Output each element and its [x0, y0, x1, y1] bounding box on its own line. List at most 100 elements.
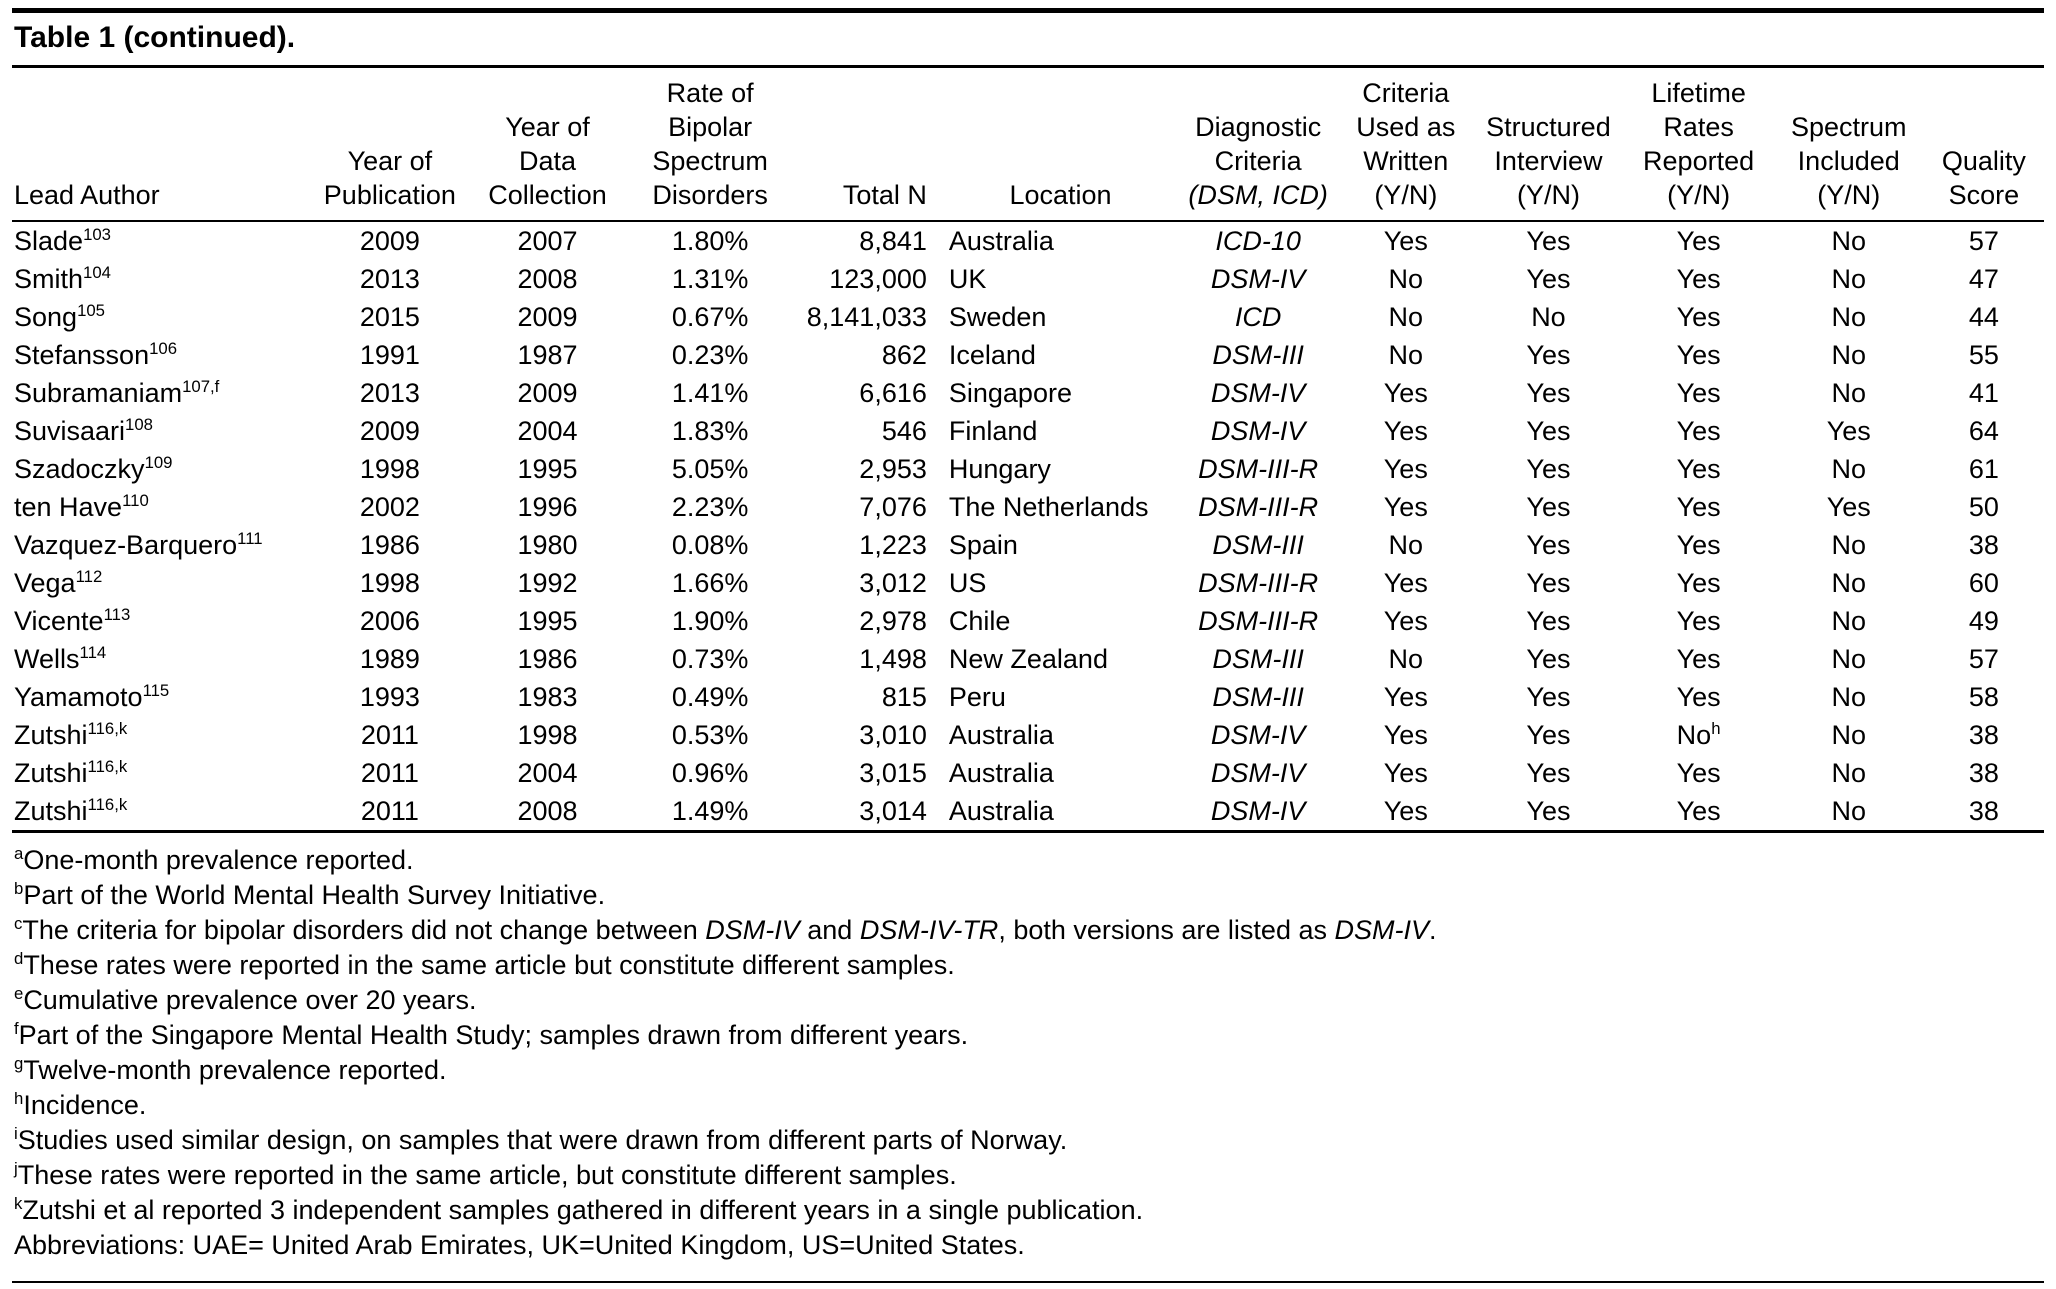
cell-spectrum-included: Yes	[1826, 492, 1871, 522]
cell-rate-of-bipolar-spectrum-disorders: 0.08%	[671, 530, 749, 560]
cell-diagnostic-criteria: ICD	[1234, 302, 1282, 332]
cell-diagnostic-criteria: DSM-III	[1212, 644, 1304, 674]
cell-criteria-used-as-written: No	[1388, 644, 1424, 674]
cell-year-of-data-collection: 2009	[517, 302, 578, 332]
col-header-year-of-data-collection: Year of Data Collection	[467, 68, 628, 222]
cell-total-n: 862	[881, 340, 927, 370]
cell-lifetime-rates-reported: Yes	[1676, 530, 1721, 560]
footnote-b: bPart of the World Mental Health Survey …	[14, 879, 606, 910]
cell-year-of-publication: 2011	[360, 720, 419, 750]
cell-structured-interview: Yes	[1526, 454, 1571, 484]
cell-rate-of-bipolar-spectrum-disorders: 0.96%	[671, 758, 749, 788]
footnotes: aOne-month prevalence reported. bPart of …	[12, 833, 2044, 1263]
cell-spectrum-included: No	[1831, 226, 1866, 256]
cell-rate-of-bipolar-spectrum-disorders: 1.83%	[671, 416, 749, 446]
col-header-rate-of-bipolar-spectrum-disorders: Rate of Bipolar Spectrum Disorders	[627, 68, 793, 222]
col-header-location: Location	[942, 68, 1179, 222]
cell-lifetime-rates-reported: Yes	[1676, 378, 1721, 408]
cell-lifetime-rates-reported: Yes	[1676, 340, 1721, 370]
cell-lifetime-rates-reported: Yes	[1676, 682, 1721, 712]
cell-lead-author: Subramaniam107,f	[14, 377, 220, 408]
cell-year-of-data-collection: 2004	[517, 758, 578, 788]
cell-location: Australia	[948, 226, 1054, 256]
table-title: Table 1 (continued).	[12, 13, 2044, 68]
cell-rate-of-bipolar-spectrum-disorders: 1.31%	[671, 264, 749, 294]
cell-year-of-data-collection: 1980	[517, 530, 578, 560]
cell-structured-interview: Yes	[1526, 720, 1571, 750]
cell-structured-interview: Yes	[1526, 568, 1571, 598]
table-row: Szadoczky109 1998 1995 5.05% 2,953 Hungary DSM…	[12, 450, 2044, 488]
cell-spectrum-included: No	[1831, 568, 1866, 598]
footnote-g: gTwelve-month prevalence reported.	[14, 1054, 447, 1085]
cell-criteria-used-as-written: Yes	[1383, 492, 1428, 522]
cell-year-of-data-collection: 1996	[517, 492, 578, 522]
cell-lead-author: Vazquez-Barquero111	[14, 529, 263, 560]
cell-year-of-publication: 2011	[360, 796, 419, 826]
cell-spectrum-included: No	[1831, 378, 1866, 408]
bottom-rule	[12, 1281, 2044, 1283]
cell-spectrum-included: No	[1831, 530, 1866, 560]
cell-year-of-publication: 2015	[359, 302, 420, 332]
cell-quality-score: 38	[1968, 758, 1999, 788]
table-row: Yamamoto115 1993 1983 0.49% 815 Peru DSM-III Ye…	[12, 678, 2044, 716]
cell-location: New Zealand	[948, 644, 1108, 674]
table-row: Suvisaari108 2009 2004 1.83% 546 Finland DSM-I…	[12, 412, 2044, 450]
cell-criteria-used-as-written: Yes	[1383, 796, 1428, 826]
table-header: Lead Author Year of Publication Year of Data…	[12, 68, 2044, 222]
cell-rate-of-bipolar-spectrum-disorders: 0.73%	[671, 644, 749, 674]
cell-lifetime-rates-reported: Yes	[1676, 454, 1721, 484]
cell-quality-score: 55	[1968, 340, 1999, 370]
cell-diagnostic-criteria: DSM-III-R	[1198, 568, 1319, 598]
cell-lead-author: Wells114	[14, 643, 107, 674]
cell-year-of-data-collection: 1995	[517, 454, 578, 484]
cell-quality-score: 41	[1968, 378, 1999, 408]
cell-lead-author: Yamamoto115	[14, 681, 170, 712]
cell-spectrum-included: No	[1831, 758, 1866, 788]
cell-year-of-publication: 1998	[359, 454, 420, 484]
table-row: Zutshi116,k 2011 2008 1.49% 3,014 Australia DS…	[12, 792, 2044, 832]
cell-rate-of-bipolar-spectrum-disorders: 0.23%	[671, 340, 749, 370]
cell-spectrum-included: No	[1831, 644, 1866, 674]
cell-year-of-data-collection: 2004	[517, 416, 578, 446]
top-rule	[12, 8, 2044, 13]
table-row: Zutshi116,k 2011 2004 0.96% 3,015 Australia DS…	[12, 754, 2044, 792]
cell-total-n: 1,498	[859, 644, 927, 674]
cell-lead-author: Zutshi116,k	[14, 795, 128, 826]
cell-total-n: 3,015	[859, 758, 927, 788]
cell-year-of-publication: 1998	[359, 568, 420, 598]
cell-diagnostic-criteria: DSM-III	[1212, 530, 1304, 560]
cell-year-of-data-collection: 2009	[517, 378, 578, 408]
cell-year-of-publication: 2002	[359, 492, 420, 522]
cell-lead-author: Suvisaari108	[14, 415, 153, 446]
footnote-c: cThe criteria for bipolar disorders did …	[14, 914, 1437, 945]
cell-criteria-used-as-written: No	[1388, 264, 1424, 294]
cell-lifetime-rates-reported: Yes	[1676, 302, 1721, 332]
cell-criteria-used-as-written: Yes	[1383, 416, 1428, 446]
cell-structured-interview: Yes	[1526, 644, 1571, 674]
cell-criteria-used-as-written: Yes	[1383, 568, 1428, 598]
cell-lead-author: Szadoczky109	[14, 453, 173, 484]
col-header-year-of-publication: Year of Publication	[312, 68, 468, 222]
cell-lead-author: Song105	[14, 301, 105, 332]
cell-spectrum-included: No	[1831, 340, 1866, 370]
footnote-e: eCumulative prevalence over 20 years.	[14, 984, 477, 1015]
table-row: Stefansson106 1991 1987 0.23% 862 Iceland DSM-…	[12, 336, 2044, 374]
cell-structured-interview: Yes	[1526, 606, 1571, 636]
cell-lead-author: Slade103	[14, 225, 111, 256]
cell-quality-score: 64	[1968, 416, 1999, 446]
cell-rate-of-bipolar-spectrum-disorders: 1.80%	[671, 226, 749, 256]
cell-diagnostic-criteria: DSM-III-R	[1198, 606, 1319, 636]
cell-total-n: 8,841	[859, 226, 927, 256]
cell-year-of-data-collection: 2008	[517, 796, 578, 826]
cell-year-of-data-collection: 2008	[517, 264, 578, 294]
studies-table: Lead Author Year of Publication Year of Data…	[12, 68, 2044, 833]
table-row: Slade103 2009 2007 1.80% 8,841 Australia ICD-1…	[12, 221, 2044, 260]
cell-total-n: 3,010	[859, 720, 927, 750]
cell-diagnostic-criteria: DSM-III	[1212, 340, 1304, 370]
cell-lead-author: Stefansson106	[14, 339, 178, 370]
cell-location: Hungary	[948, 454, 1051, 484]
cell-year-of-data-collection: 1986	[517, 644, 578, 674]
cell-criteria-used-as-written: Yes	[1383, 226, 1428, 256]
cell-criteria-used-as-written: Yes	[1383, 454, 1428, 484]
